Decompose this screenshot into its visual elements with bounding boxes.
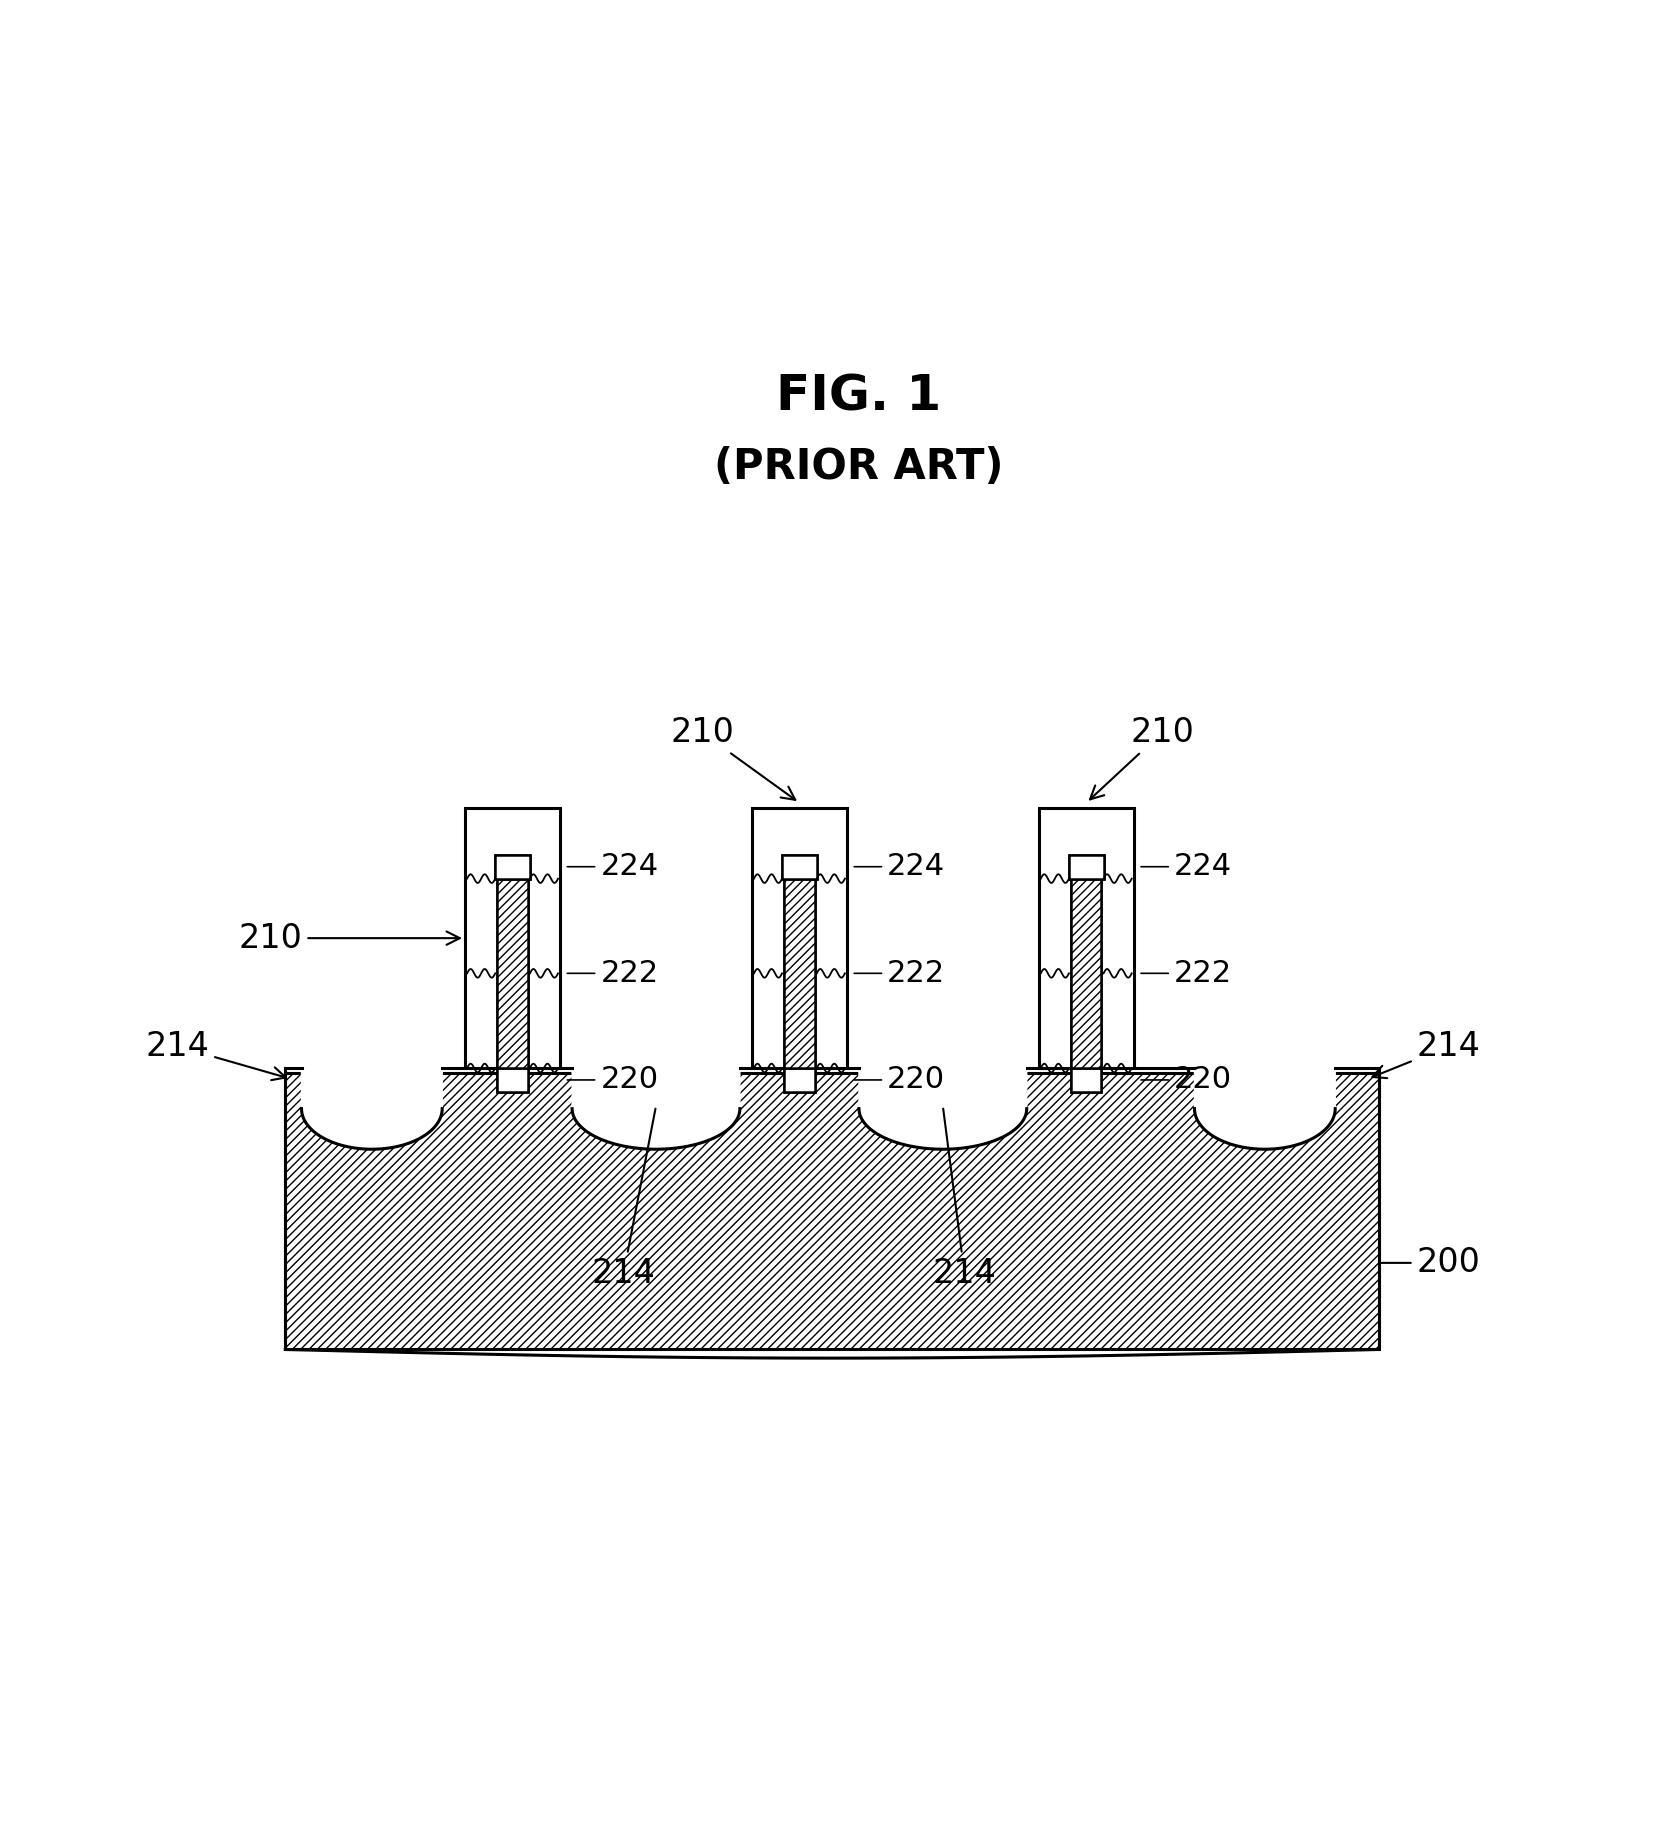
Bar (784, 879, 815, 1068)
Text: 214: 214 (592, 1108, 655, 1291)
Polygon shape (302, 1068, 442, 1149)
Bar (496, 855, 530, 879)
Bar (1069, 855, 1103, 879)
Text: 224: 224 (1141, 851, 1232, 881)
Text: 222: 222 (566, 959, 659, 988)
Text: 200: 200 (1381, 1247, 1480, 1280)
Text: 224: 224 (855, 851, 945, 881)
Polygon shape (860, 1068, 1027, 1149)
Bar (784, 1068, 815, 1092)
Text: 210: 210 (1089, 717, 1193, 800)
Text: 214: 214 (146, 1031, 287, 1080)
Text: 224: 224 (566, 851, 659, 881)
Bar (498, 879, 528, 1068)
Bar (1071, 879, 1101, 1068)
Text: 220: 220 (566, 1066, 659, 1095)
Bar (784, 879, 815, 1068)
Bar (1071, 879, 1101, 1068)
Bar (1039, 809, 1135, 1068)
Text: 222: 222 (1141, 959, 1232, 988)
Bar (783, 855, 816, 879)
Bar (784, 1068, 815, 1092)
Text: 210: 210 (670, 717, 796, 800)
Bar (1071, 1068, 1101, 1092)
Bar (1069, 855, 1103, 879)
Text: 214: 214 (1373, 1031, 1480, 1079)
Polygon shape (572, 1068, 739, 1149)
Bar (783, 855, 816, 879)
Text: 220: 220 (1141, 1066, 1232, 1095)
Bar (285, 1073, 1379, 1350)
Bar (498, 1068, 528, 1092)
Bar (498, 879, 528, 1068)
Bar (1071, 1068, 1101, 1092)
Polygon shape (1195, 1068, 1336, 1149)
Text: FIG. 1: FIG. 1 (776, 373, 942, 421)
Bar (464, 809, 560, 1068)
Bar (753, 809, 846, 1068)
Text: 214: 214 (932, 1108, 997, 1291)
Text: (PRIOR ART): (PRIOR ART) (714, 447, 1004, 488)
Text: 220: 220 (855, 1066, 945, 1095)
Bar (498, 1068, 528, 1092)
Bar (496, 855, 530, 879)
Text: 210: 210 (238, 922, 459, 955)
Text: 222: 222 (855, 959, 945, 988)
